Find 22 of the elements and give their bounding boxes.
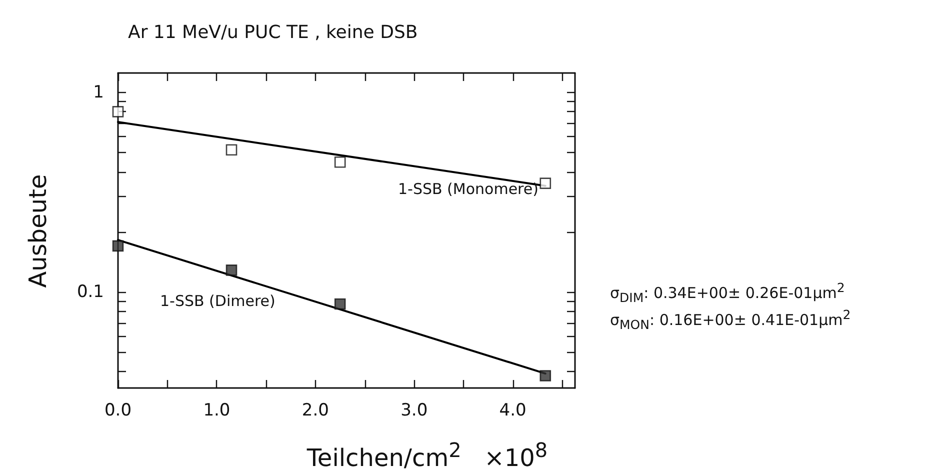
x-tick-label: 3.0 (400, 400, 428, 420)
annotation: 1-SSB (Monomere) (398, 180, 538, 198)
point (334, 156, 346, 168)
y-axis-title: Ausbeute (24, 174, 52, 288)
annotation: 1-SSB (Dimere) (160, 292, 276, 310)
point (540, 370, 552, 382)
x-tick-label: 1.0 (203, 400, 230, 420)
x-tick-label: 2.0 (302, 400, 329, 420)
text: σ$_{MON}$: 0.16E+00± 0.41E-01μm$^{2}$ (610, 307, 851, 332)
point (112, 240, 124, 252)
point (112, 106, 124, 118)
text: σ$_{DIM}$: 0.34E+00± 0.26E-01μm$^{2}$ (610, 280, 845, 305)
x-tick-label: 4.0 (499, 400, 526, 420)
x-axis-title: Teilchen/cm$^{2}$ ×10$^{8}$ (306, 438, 548, 472)
chart-title: Ar 11 MeV/u PUC TE , keine DSB (128, 22, 418, 43)
point (334, 298, 346, 310)
y-tick-label: 0.1 (76, 282, 104, 302)
point (226, 264, 238, 276)
point (226, 144, 238, 156)
y-tick-label: 1 (93, 82, 104, 102)
point (540, 178, 552, 189)
x-tick-label: 0.0 (104, 400, 132, 420)
